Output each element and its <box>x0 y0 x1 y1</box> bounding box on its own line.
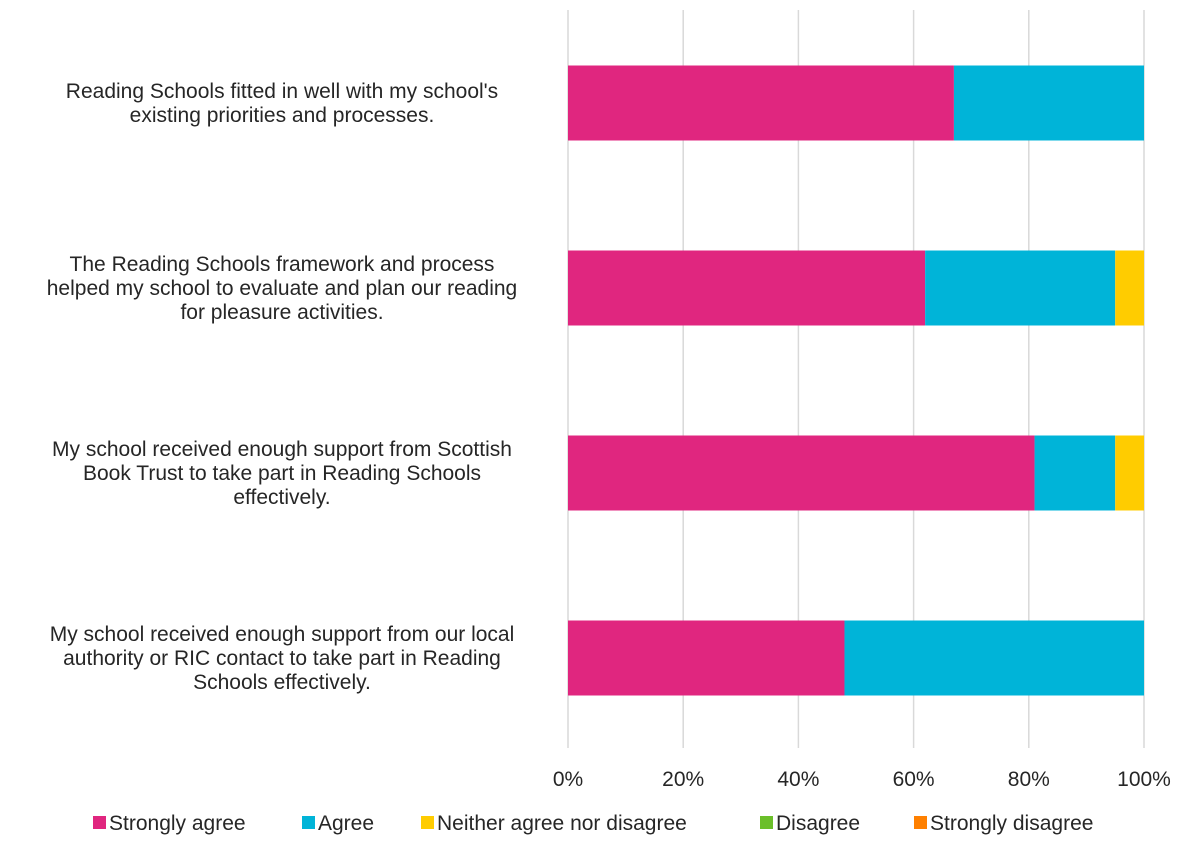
legend-label: Strongly disagree <box>930 812 1093 835</box>
category-label: authority or RIC contact to take part in… <box>63 647 501 670</box>
bar-segment <box>1115 250 1144 326</box>
bars <box>568 65 1144 696</box>
legend-label: Neither agree nor disagree <box>437 812 687 835</box>
bar-segment <box>568 65 954 141</box>
category-label: Book Trust to take part in Reading Schoo… <box>83 462 481 485</box>
legend-swatch <box>760 816 773 829</box>
category-label: My school received enough support from o… <box>50 623 515 646</box>
category-label: helped my school to evaluate and plan ou… <box>47 277 518 300</box>
legend-label: Strongly agree <box>109 812 246 835</box>
category-label: existing priorities and processes. <box>130 104 435 127</box>
x-tick-label: 40% <box>777 768 819 791</box>
x-tick-label: 20% <box>662 768 704 791</box>
category-labels: Reading Schools fitted in well with my s… <box>47 80 518 694</box>
x-tick-label: 60% <box>893 768 935 791</box>
legend-swatch <box>93 816 106 829</box>
legend-label: Agree <box>318 812 374 835</box>
bar-segment <box>568 620 845 696</box>
bar-segment <box>1115 435 1144 511</box>
category-label: effectively. <box>233 486 330 509</box>
category-label: for pleasure activities. <box>180 301 383 324</box>
bar-segment <box>925 250 1116 326</box>
bar-segment <box>568 435 1035 511</box>
x-tick-label: 0% <box>553 768 583 791</box>
category-label: Schools effectively. <box>193 671 371 694</box>
bar-segment <box>1034 435 1116 511</box>
legend-swatch <box>421 816 434 829</box>
legend-label: Disagree <box>776 812 860 835</box>
legend: Strongly agree Agree Neither agree nor dis… <box>93 812 1093 835</box>
x-axis-tick-labels: 0% 20% 40% 60% 80% 100% <box>553 768 1171 791</box>
x-tick-label: 80% <box>1008 768 1050 791</box>
legend-swatch <box>914 816 927 829</box>
bar-segment <box>953 65 1144 141</box>
category-label: The Reading Schools framework and proces… <box>70 253 495 276</box>
category-label: Reading Schools fitted in well with my s… <box>66 80 498 103</box>
bar-segment <box>568 250 926 326</box>
legend-swatch <box>302 816 315 829</box>
category-label: My school received enough support from S… <box>52 438 512 461</box>
bar-segment <box>844 620 1144 696</box>
x-tick-label: 100% <box>1117 768 1171 791</box>
